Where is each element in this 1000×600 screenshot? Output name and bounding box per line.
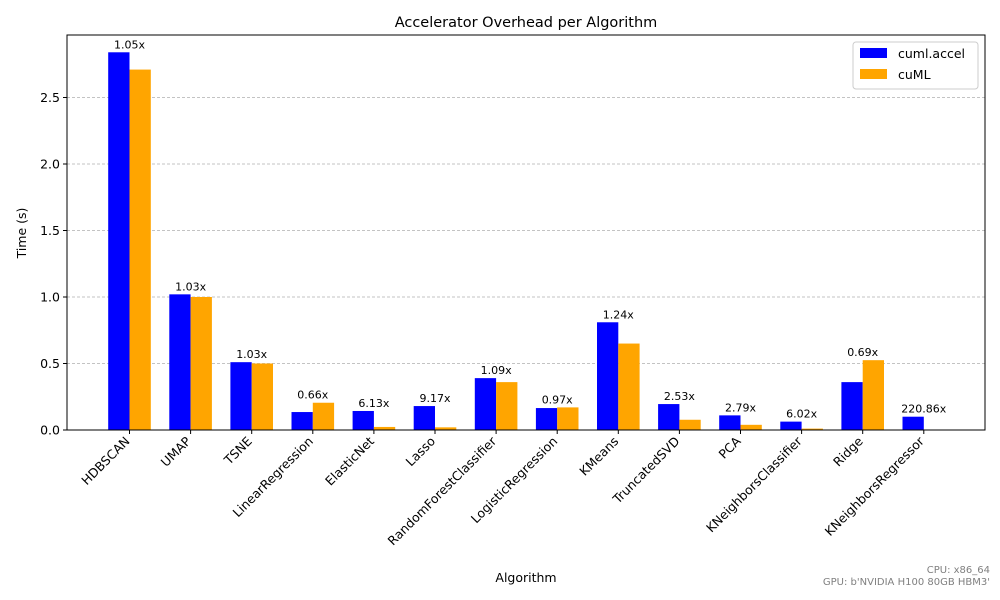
legend-label-cuml-accel: cuml.accel [898, 46, 965, 61]
chart-title: Accelerator Overhead per Algorithm [395, 15, 658, 31]
y-tick-label: 1.0 [40, 290, 60, 305]
x-tick-label: RandomForestClassifier [385, 433, 500, 548]
y-tick-label: 2.0 [40, 157, 60, 172]
data-label: 1.09x [481, 364, 512, 377]
x-tick-label: Lasso [403, 434, 439, 470]
bar-cuml-accel [535, 408, 558, 430]
bar-cuml-accel [597, 322, 619, 430]
data-label: 6.13x [358, 397, 389, 410]
bar-cuml-accel [658, 404, 680, 430]
bar-cuml-accel [169, 294, 191, 430]
data-label: 2.53x [664, 390, 695, 403]
bar-cuml-accel [902, 416, 924, 430]
bar-cuml-accel [719, 415, 741, 430]
y-tick-label: 2.5 [40, 90, 60, 105]
y-tick-label: 1.5 [40, 223, 60, 238]
y-axis-label: Time (s) [14, 208, 29, 260]
x-tick-label: PCA [715, 433, 743, 461]
data-label: 1.24x [603, 308, 634, 321]
data-label: 2.79x [725, 401, 756, 414]
data-label: 0.66x [297, 389, 328, 402]
plot-area-frame [66, 34, 986, 431]
x-tick-label: UMAP [158, 433, 194, 469]
x-tick-label: TSNE [220, 433, 255, 468]
data-label: 9.17x [419, 392, 450, 405]
bar-cuml [862, 360, 884, 430]
data-label: 1.05x [114, 38, 145, 51]
gpu-info: GPU: b'NVIDIA H100 80GB HBM3' [822, 577, 990, 588]
bar-cuml-accel [413, 406, 435, 430]
bar-cuml-accel [474, 378, 497, 430]
x-tick-label: KMeans [576, 434, 621, 479]
x-tick-label: KNeighborsRegressor [822, 433, 928, 539]
legend-swatch-cuml [860, 69, 887, 79]
bar-cuml-accel [780, 421, 802, 430]
bar-cuml [312, 402, 335, 430]
bar-cuml [740, 424, 762, 430]
data-label: 0.97x [542, 393, 573, 406]
legend: cuml.accel cuML [852, 41, 979, 90]
data-labels: 1.05x 1.03x 1.03x 0.66x 6.13x 9.17x 1.09x 0.97x… [114, 38, 947, 420]
bars [108, 52, 946, 431]
y-axis: 0.0 0.5 1.0 1.5 2.0 2.5 [40, 90, 67, 438]
bar-cuml [435, 427, 457, 430]
x-axis-label: Algorithm [495, 570, 556, 585]
bar-cuml [679, 419, 701, 430]
data-label: 220.86x [901, 403, 946, 416]
data-label: 0.69x [847, 346, 878, 359]
grid-lines [67, 97, 985, 364]
bar-cuml-accel [352, 410, 374, 430]
bar-cuml-accel [230, 362, 252, 430]
bar-cuml [190, 297, 212, 430]
bar-cuml-accel [108, 52, 130, 431]
legend-label-cuml: cuML [898, 67, 931, 82]
x-tick-label: HDBSCAN [78, 434, 132, 488]
bar-cuml [373, 426, 396, 430]
bar-cuml [618, 343, 640, 430]
bar-cuml [801, 428, 823, 430]
bar-cuml [129, 69, 151, 430]
y-tick-label: 0.5 [40, 356, 60, 371]
bar-cuml [251, 363, 273, 430]
x-tick-label: Ridge [830, 433, 866, 469]
x-tick-label: ElasticNet [322, 433, 377, 488]
data-label: 1.03x [175, 280, 206, 293]
bar-cuml [557, 407, 579, 430]
cpu-info: CPU: x86_64 [926, 565, 990, 576]
data-label: 1.03x [236, 348, 267, 361]
bar-cuml-accel [841, 382, 863, 430]
legend-swatch-cuml-accel [860, 48, 887, 58]
data-label: 6.02x [786, 408, 817, 421]
bar-cuml-accel [291, 412, 313, 430]
bar-cuml [496, 382, 518, 430]
y-tick-label: 0.0 [40, 423, 60, 438]
